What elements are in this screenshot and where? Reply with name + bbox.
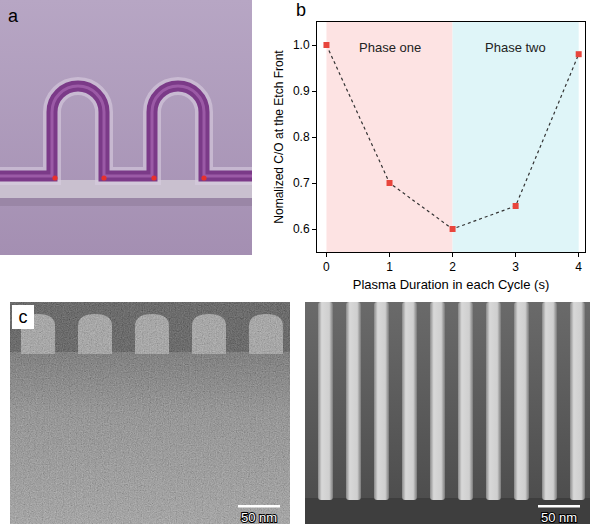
svg-text:0: 0 bbox=[323, 260, 330, 274]
svg-text:0.9: 0.9 bbox=[293, 84, 310, 98]
svg-text:0.7: 0.7 bbox=[293, 176, 310, 190]
svg-text:Plasma Duration in each Cycle: Plasma Duration in each Cycle (s) bbox=[353, 277, 550, 292]
svg-text:a: a bbox=[8, 6, 19, 26]
svg-text:1: 1 bbox=[386, 260, 393, 274]
svg-text:0.6: 0.6 bbox=[293, 222, 310, 236]
svg-text:Phase two: Phase two bbox=[485, 40, 546, 55]
svg-text:Phase one: Phase one bbox=[359, 40, 421, 55]
svg-text:4: 4 bbox=[575, 260, 582, 274]
svg-text:3: 3 bbox=[512, 260, 519, 274]
svg-text:0.8: 0.8 bbox=[293, 130, 310, 144]
svg-text:50 nm: 50 nm bbox=[541, 510, 577, 525]
svg-text:2: 2 bbox=[449, 260, 456, 274]
svg-text:c: c bbox=[19, 307, 28, 327]
svg-text:Nomalized C/O at the Etch Fron: Nomalized C/O at the Etch Front bbox=[272, 50, 286, 224]
svg-text:1.0: 1.0 bbox=[293, 38, 310, 52]
html-text:b: b bbox=[296, 0, 306, 20]
svg-text:50 nm: 50 nm bbox=[241, 510, 277, 525]
